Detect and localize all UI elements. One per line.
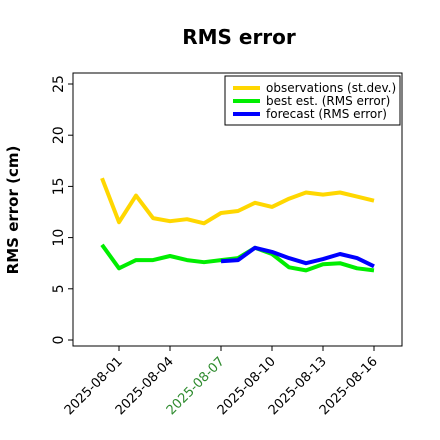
legend-label: best est. (RMS error) xyxy=(266,94,390,108)
y-tick-label: 5 xyxy=(51,284,67,293)
y-tick-label: 0 xyxy=(51,336,67,345)
legend-label: observations (st.dev.) xyxy=(266,81,396,95)
legend: observations (st.dev.)best est. (RMS err… xyxy=(224,75,401,126)
plot-frame xyxy=(72,72,403,347)
y-tick-label: 10 xyxy=(51,229,67,247)
y-tick-label: 15 xyxy=(51,177,67,195)
series-line xyxy=(100,177,375,226)
y-axis-label: RMS error (cm) xyxy=(4,146,22,275)
y-tick-label: 25 xyxy=(51,75,67,93)
y-tick-label: 20 xyxy=(51,126,67,144)
chart-title: RMS error xyxy=(182,25,296,49)
series-line xyxy=(220,245,375,269)
legend-label: forecast (RMS error) xyxy=(266,107,387,121)
